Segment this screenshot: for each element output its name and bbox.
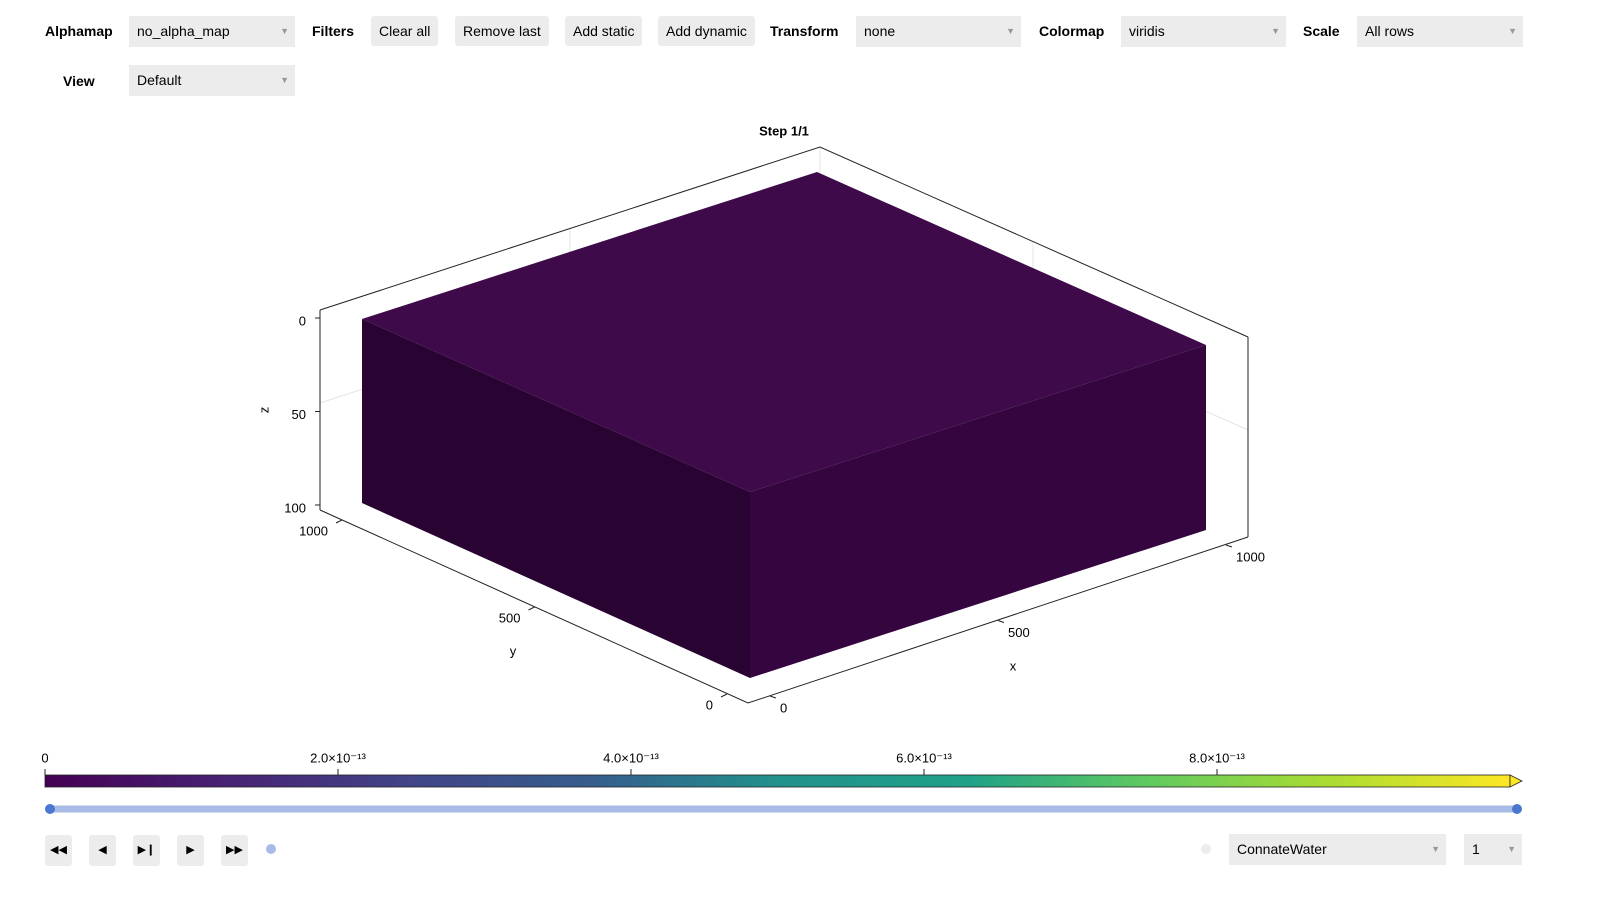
plot-title: Step 1/1 [759, 123, 809, 138]
filters-label: Filters [312, 23, 355, 39]
variable-dropdown[interactable]: ConnateWater [1229, 834, 1446, 865]
play-pause-button[interactable]: ▶❙ [133, 835, 160, 866]
toggle[interactable] [266, 844, 276, 854]
view-label: View [63, 73, 95, 89]
x-axis-label: x [1010, 658, 1017, 673]
toggle[interactable] [1201, 844, 1211, 854]
tick-mark [335, 519, 343, 524]
colorbar-tick-label: 0 [41, 750, 48, 765]
tick-label: 100 [284, 500, 306, 515]
fast-forward-button[interactable]: ▶▶ [221, 835, 248, 866]
rewind-button[interactable]: ◀◀ [45, 835, 72, 866]
tick-label: 0 [780, 700, 787, 715]
tick-mark [720, 693, 728, 698]
colorbar-tick-label: 8.0×10⁻¹³ [1189, 750, 1245, 765]
y-axis-label: y [510, 643, 517, 658]
tick-label: 500 [499, 610, 521, 625]
model-right-face [750, 345, 1206, 678]
colormap-label: Colormap [1039, 23, 1105, 39]
transform-dropdown[interactable]: none [856, 16, 1021, 47]
colorbar-tick-label: 2.0×10⁻¹³ [310, 750, 366, 765]
alphamap-dropdown[interactable]: no_alpha_map [129, 16, 295, 47]
model-top-face [362, 172, 1206, 492]
colorbar-tick-label: 6.0×10⁻¹³ [896, 750, 952, 765]
colorbar-extension [1509, 774, 1523, 788]
tick-mark [528, 606, 535, 611]
colorbar-tick-label: 4.0×10⁻¹³ [603, 750, 659, 765]
transform-label: Transform [770, 23, 839, 39]
tick-label: 1000 [1236, 549, 1265, 564]
tick-label: 0 [299, 313, 306, 328]
alphamap-label: Alphamap [45, 23, 113, 39]
model-left-face [362, 319, 750, 678]
tick-mark [997, 620, 1005, 623]
step-back-button[interactable]: ◀ [89, 835, 116, 866]
colormap-dropdown[interactable]: viridis [1121, 16, 1286, 47]
z-axis-label: z [256, 407, 271, 414]
slider-handle[interactable] [1512, 804, 1522, 814]
colorbar [44, 774, 1511, 788]
filter-button[interactable]: Remove last [455, 16, 549, 46]
tick-mark [1225, 544, 1233, 548]
slider-handle[interactable] [45, 804, 55, 814]
tick-label: 50 [292, 407, 306, 422]
step-forward-button[interactable]: ▶ [177, 835, 204, 866]
scale-label: Scale [1303, 23, 1340, 39]
filter-button[interactable]: Add dynamic [658, 16, 755, 46]
tick-label: 500 [1008, 625, 1030, 640]
filter-button[interactable]: Add static [565, 16, 643, 46]
step-dropdown[interactable]: 1 [1464, 834, 1522, 865]
tick-label: 0 [706, 697, 713, 712]
view-dropdown[interactable]: Default [129, 65, 295, 96]
filter-button[interactable]: Clear all [371, 16, 439, 46]
tick-label: 1000 [299, 523, 328, 538]
axis-frame [319, 146, 1249, 704]
tick-mark [769, 695, 777, 699]
scale-dropdown[interactable]: All rows [1357, 16, 1523, 47]
